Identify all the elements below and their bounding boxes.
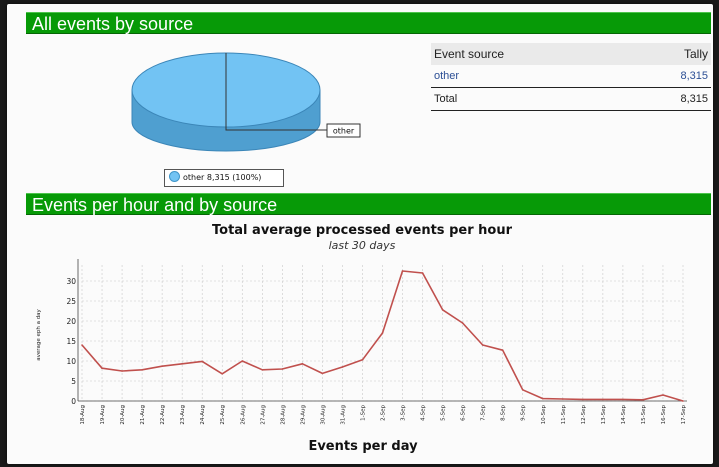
- y-tick-label: 30: [66, 277, 76, 286]
- pie-legend: other 8,315 (100%): [164, 169, 284, 187]
- x-tick-label: 31-Aug: [340, 405, 346, 425]
- x-tick-label: 5-Sep: [441, 405, 447, 421]
- x-tick-label: 24-Aug: [200, 405, 206, 425]
- x-tick-label: 15-Sep: [641, 405, 647, 425]
- x-tick-label: 3-Sep: [401, 405, 407, 421]
- x-tick-label: 19-Aug: [100, 405, 106, 425]
- data-point: [261, 369, 264, 371]
- x-tick-label: 28-Aug: [280, 405, 286, 425]
- legend-swatch: [169, 171, 180, 182]
- data-point: [281, 368, 284, 370]
- x-tick-label: 16-Sep: [661, 405, 667, 425]
- chart-subtitle: last 30 days: [329, 239, 396, 252]
- data-point: [121, 370, 123, 372]
- data-point: [481, 344, 484, 346]
- pie-chart: other: [131, 52, 361, 152]
- x-tick-label: 4-Sep: [421, 405, 427, 421]
- data-point: [241, 360, 244, 362]
- x-tick-label: 17-Sep: [681, 405, 687, 425]
- data-point: [141, 369, 143, 371]
- data-point: [541, 397, 544, 400]
- x-tick-label: 18-Aug: [80, 405, 86, 425]
- x-tick-label: 2-Sep: [381, 405, 387, 421]
- y-axis-label: average eph a day: [36, 308, 42, 360]
- data-point: [201, 360, 203, 363]
- header-event-source: Event source: [431, 43, 626, 65]
- data-point: [361, 359, 364, 361]
- data-point: [662, 394, 664, 396]
- x-tick-label: 9-Sep: [521, 405, 527, 421]
- x-tick-label: 13-Sep: [601, 405, 607, 425]
- data-point: [321, 372, 324, 375]
- data-point: [301, 363, 304, 365]
- data-point: [582, 398, 584, 401]
- next-chart-title: Events per day: [308, 439, 418, 454]
- x-tick-label: 29-Aug: [300, 405, 306, 425]
- pie-callout-line: [225, 90, 327, 131]
- chart-axes: 18-Aug 19-Aug 20-Aug 21-Aug 22-Aug 23-Aug 24-A…: [66, 259, 687, 425]
- x-tick-label: 10-Sep: [541, 405, 547, 425]
- data-point: [421, 272, 424, 274]
- x-tick-label: 30-Aug: [320, 405, 326, 425]
- data-point: [101, 367, 103, 369]
- table-total-row: Total 8,315: [431, 87, 711, 111]
- report-panel: All events by source other other 8,315 (…: [7, 4, 713, 464]
- data-point: [682, 400, 684, 402]
- data-point: [401, 270, 404, 272]
- data-point: [461, 322, 464, 324]
- section-header-events-by-source: All events by source: [26, 12, 711, 34]
- data-point: [602, 398, 604, 401]
- total-label: Total: [431, 87, 626, 111]
- x-tick-label: 21-Aug: [140, 405, 146, 425]
- data-point: [221, 373, 224, 375]
- y-tick-label: 15: [66, 337, 76, 346]
- source-link[interactable]: other: [434, 70, 460, 82]
- y-tick-label: 20: [66, 317, 76, 326]
- x-tick-label: 7-Sep: [481, 405, 487, 421]
- x-tick-label: 25-Aug: [220, 405, 226, 425]
- chart-title: Total average processed events per hour: [212, 223, 513, 238]
- data-point: [562, 398, 564, 400]
- events-per-hour-chart: Total average processed events per hour …: [36, 223, 687, 454]
- total-value: 8,315: [625, 87, 711, 111]
- chart-series: [81, 270, 684, 402]
- x-tick-label: 14-Sep: [621, 405, 627, 425]
- legend-text: other 8,315 (100%): [183, 173, 262, 182]
- section-header-events-per-hour: Events per hour and by source: [26, 193, 711, 215]
- data-point: [181, 363, 183, 365]
- y-tick-label: 5: [71, 377, 76, 386]
- table-header-row: Event source Tally: [431, 43, 711, 65]
- data-point: [161, 365, 163, 367]
- y-tick-label: 10: [66, 357, 76, 366]
- table-row: other 8,315: [431, 65, 711, 88]
- pie-callout-label: other: [333, 127, 355, 136]
- event-source-table: Event source Tally other 8,315 Total 8,3…: [431, 43, 711, 111]
- x-tick-label: 22-Aug: [160, 405, 166, 425]
- data-point: [81, 344, 83, 346]
- data-point: [521, 389, 524, 391]
- y-tick-label: 25: [66, 297, 76, 306]
- x-tick-label: 8-Sep: [501, 405, 507, 421]
- x-tick-label: 6-Sep: [461, 405, 467, 421]
- data-point: [622, 398, 624, 401]
- x-tick-label: 11-Sep: [561, 405, 567, 425]
- x-tick-label: 20-Aug: [120, 405, 126, 425]
- x-tick-label: 23-Aug: [180, 405, 186, 425]
- x-tick-label: 27-Aug: [260, 405, 266, 425]
- data-point: [341, 366, 344, 368]
- chart-grid: [81, 265, 684, 402]
- x-tick-label: 12-Sep: [581, 405, 587, 425]
- x-tick-label: 1-Sep: [360, 405, 366, 421]
- data-point: [381, 332, 384, 334]
- data-point: [501, 349, 504, 351]
- y-tick-label: 0: [71, 397, 76, 406]
- data-point: [441, 309, 444, 311]
- tally-value: 8,315: [680, 70, 708, 82]
- pie-callout-box: [326, 123, 361, 138]
- header-tally: Tally: [625, 43, 711, 65]
- data-point: [642, 399, 644, 401]
- x-tick-label: 26-Aug: [240, 405, 246, 425]
